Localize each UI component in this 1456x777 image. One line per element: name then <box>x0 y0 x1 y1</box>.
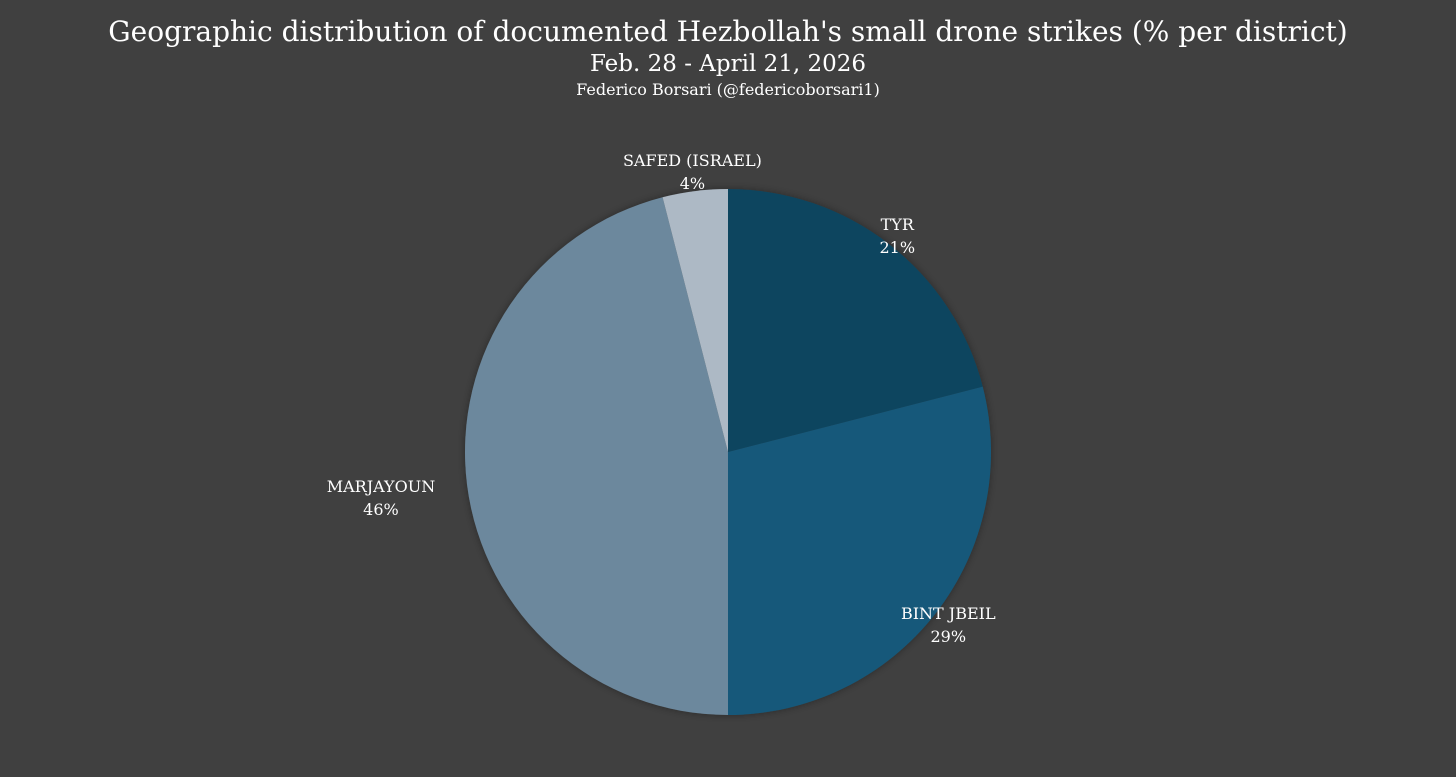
chart-title: Geographic distribution of documented He… <box>108 15 1348 48</box>
slice-label-tyr: TYR 21% <box>879 215 915 257</box>
slice-category-label: SAFED (ISRAEL) <box>623 151 762 170</box>
slice-label-safed-israel: SAFED (ISRAEL) 4% <box>623 151 762 193</box>
pie-slices <box>464 189 991 715</box>
slice-value-label: 29% <box>930 627 966 646</box>
slice-value-label: 21% <box>879 238 915 257</box>
slice-value-label: 4% <box>680 174 705 193</box>
slice-category-label: MARJAYOUN <box>327 477 435 496</box>
slice-value-label: 46% <box>363 500 399 519</box>
chart-subtitle: Feb. 28 - April 21, 2026 <box>589 51 867 77</box>
pie-slice-bint-jbeil <box>728 386 991 715</box>
chart-credit: Federico Borsari (@federicoborsari1) <box>576 80 880 99</box>
pie-slice-tyr <box>728 189 983 452</box>
pie-labels: TYR 21% BINT JBEIL 29% MARJAYOUN 46% SAFED (IS… <box>327 151 996 646</box>
slice-category-label: BINT JBEIL <box>901 604 996 623</box>
pie-slice-safed-israel <box>662 189 728 452</box>
slice-label-marjayoun: MARJAYOUN 46% <box>327 477 435 519</box>
pie-slice-marjayoun <box>464 197 728 715</box>
slice-category-label: TYR <box>881 215 915 234</box>
slice-label-bint-jbeil: BINT JBEIL 29% <box>901 604 996 646</box>
